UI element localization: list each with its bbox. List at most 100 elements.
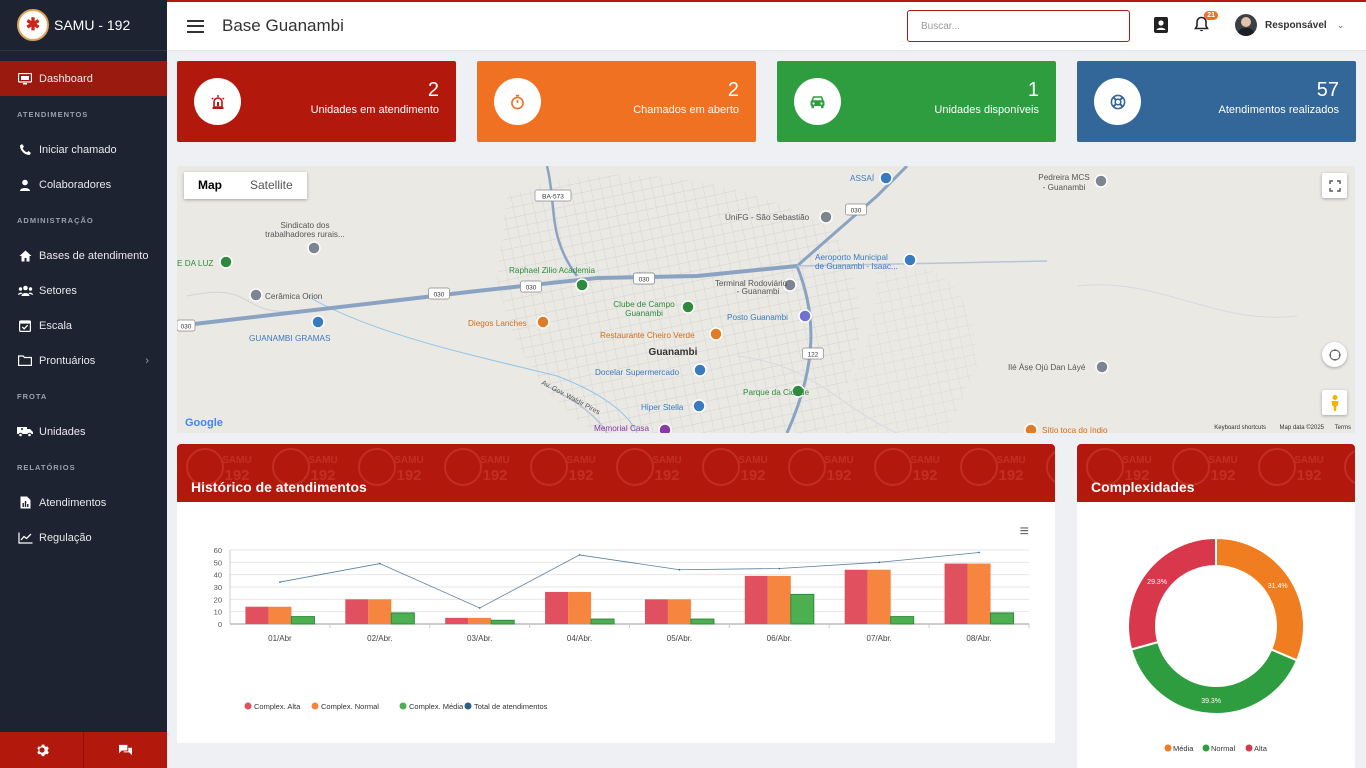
chart-menu-icon[interactable]: ≡ (1019, 523, 1029, 540)
x-tick-label: 03/Abr. (467, 634, 492, 643)
map-pin-icon[interactable] (1024, 423, 1038, 433)
bar[interactable] (390, 612, 415, 625)
line-point[interactable] (778, 567, 781, 570)
legend-item[interactable]: Total de atendimentos (464, 702, 548, 711)
bar[interactable] (667, 599, 691, 624)
map-pin-icon[interactable] (536, 315, 550, 329)
map-pin-icon[interactable] (575, 278, 589, 292)
sidebar-item-atendimentos[interactable]: Atendimentos (0, 485, 167, 520)
search-input[interactable] (907, 10, 1130, 42)
stat-card[interactable]: 1 Unidades disponíveis (777, 61, 1056, 142)
donut-slice[interactable] (1129, 640, 1299, 715)
sidebar-item-bases-de-atendimento[interactable]: Bases de atendimento (0, 238, 167, 273)
sidebar-item-unidades[interactable]: Unidades (0, 414, 167, 449)
bar[interactable] (767, 575, 791, 624)
map-pin-icon[interactable] (307, 241, 321, 255)
contacts-icon[interactable] (1153, 16, 1169, 39)
sidebar-item-dashboard[interactable]: Dashboard (0, 61, 167, 96)
bar[interactable] (245, 606, 269, 624)
legend-item[interactable]: Normal (1202, 744, 1236, 753)
total-line[interactable] (279, 552, 980, 609)
user-menu[interactable]: Responsável ⌄ (1235, 14, 1344, 36)
line-point[interactable] (978, 551, 980, 554)
map-pin-icon[interactable] (692, 399, 706, 413)
line-point[interactable] (678, 568, 681, 571)
map-pin-icon[interactable] (903, 253, 917, 267)
map-pin-icon[interactable] (1094, 174, 1108, 188)
map-pin-icon[interactable] (798, 309, 812, 323)
bar[interactable] (490, 619, 515, 625)
map-pin-icon[interactable] (693, 363, 707, 377)
legend-item[interactable]: Complex. Média (399, 702, 465, 711)
tab-map[interactable]: Map (198, 178, 222, 192)
map-pin-icon[interactable] (249, 288, 263, 302)
legend-item[interactable]: Média (1164, 744, 1195, 753)
bar[interactable] (290, 616, 315, 625)
sidebar-item-colaboradores[interactable]: Colaboradores (0, 167, 167, 202)
map-canvas[interactable]: BA-573030030030030030122030 Sindicato do… (177, 166, 1355, 433)
map-pin-icon[interactable] (311, 315, 325, 329)
legend-item[interactable]: Complex. Alta (244, 702, 302, 711)
bar[interactable] (990, 612, 1015, 625)
map-pin-icon[interactable] (709, 327, 723, 341)
map[interactable]: BA-573030030030030030122030 Sindicato do… (177, 166, 1355, 433)
bar[interactable] (790, 593, 815, 625)
legend-item[interactable]: Alta (1245, 744, 1268, 753)
svg-text:030: 030 (639, 277, 650, 284)
bar[interactable] (345, 599, 369, 624)
map-keyboard-shortcuts[interactable]: Keyboard shortcuts (1214, 425, 1266, 431)
map-pin-icon[interactable] (791, 384, 805, 398)
bar[interactable] (445, 617, 469, 624)
sidebar-item-iniciar-chamado[interactable]: Iniciar chamado (0, 132, 167, 167)
sidebar-item-escala[interactable]: Escala (0, 308, 167, 343)
bar[interactable] (690, 618, 715, 625)
bar[interactable] (368, 599, 392, 624)
bar[interactable] (944, 563, 968, 624)
bar[interactable] (867, 569, 891, 624)
sidebar-item-regula-o[interactable]: Regulação (0, 520, 167, 555)
fullscreen-button[interactable] (1322, 173, 1347, 198)
donut-slice[interactable] (1127, 536, 1217, 651)
map-pin-icon[interactable] (219, 255, 233, 269)
bar[interactable] (967, 563, 991, 624)
settings-button[interactable] (0, 732, 83, 768)
bar[interactable] (744, 575, 768, 624)
brand[interactable]: ✱ SAMU - 192 (0, 0, 167, 51)
map-pin-icon[interactable] (783, 278, 797, 292)
stat-card[interactable]: 2 Chamados em aberto (477, 61, 756, 142)
bar[interactable] (844, 569, 868, 624)
line-point[interactable] (478, 607, 481, 609)
bar[interactable] (468, 617, 492, 624)
bar[interactable] (568, 591, 592, 624)
map-pin-icon[interactable] (681, 300, 695, 314)
donut-slice[interactable] (1215, 536, 1305, 662)
stat-card[interactable]: 57 Atendimentos realizados (1077, 61, 1356, 142)
stat-card[interactable]: 2 Unidades em atendimento (177, 61, 456, 142)
sidebar-item-prontu-rios[interactable]: Prontuários › (0, 343, 167, 378)
line-point[interactable] (379, 562, 381, 565)
line-point[interactable] (279, 581, 281, 583)
bar[interactable] (590, 618, 615, 625)
bar[interactable] (890, 616, 915, 625)
bar[interactable] (644, 599, 668, 624)
bar[interactable] (545, 591, 569, 624)
map-pin-icon[interactable] (819, 210, 833, 224)
camera-control[interactable] (1322, 342, 1347, 367)
svg-text:192: 192 (1124, 467, 1149, 484)
line-point[interactable] (878, 561, 880, 564)
pegman-icon (1331, 394, 1338, 411)
line-point[interactable] (578, 554, 581, 556)
tab-satellite[interactable]: Satellite (250, 178, 293, 192)
street-view-button[interactable] (1322, 390, 1347, 415)
map-terms-link[interactable]: Terms (1334, 425, 1351, 431)
bar[interactable] (268, 606, 292, 624)
map-pin-icon[interactable] (879, 171, 893, 185)
chat-button[interactable] (83, 732, 167, 768)
map-pin-icon[interactable] (658, 423, 672, 433)
sidebar-item-setores[interactable]: Setores (0, 273, 167, 308)
hamburger-menu-icon[interactable] (187, 19, 204, 33)
legend-item[interactable]: Complex. Normal (311, 702, 380, 711)
notifications-button[interactable]: 21 (1194, 11, 1218, 38)
map-pin-icon[interactable] (1095, 360, 1109, 374)
